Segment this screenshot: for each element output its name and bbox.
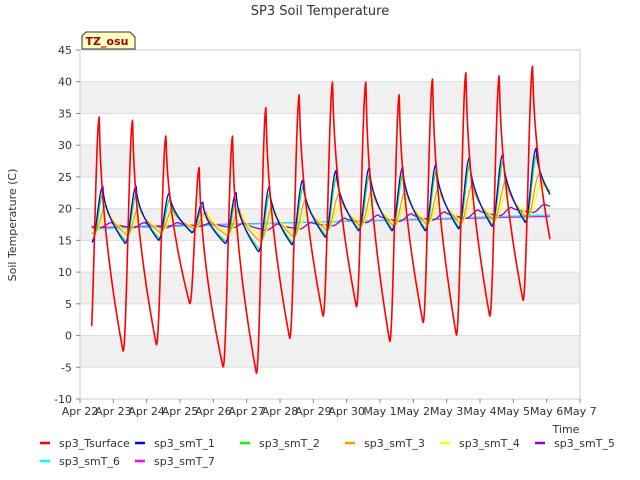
x-tick-label: May 1 [363, 405, 396, 418]
x-tick-label: Apr 25 [162, 405, 199, 418]
x-tick-label: May 4 [463, 405, 496, 418]
y-tick-label: 10 [58, 266, 72, 279]
annotation-box-shape [81, 31, 136, 50]
legend-label: sp3_Tsurface [59, 437, 130, 450]
y-tick-label: -5 [61, 361, 72, 374]
y-tick-label: 25 [58, 171, 72, 184]
legend-item-sp3_smT_2: sp3_smT_2 [240, 437, 320, 450]
legend-item-sp3_smT_6: sp3_smT_6 [40, 455, 120, 468]
annotation-text: TZ_osu [86, 35, 129, 48]
x-tick-label: Apr 24 [128, 405, 165, 418]
series-line-sp3_Tsurface [90, 65, 551, 374]
chart-title: SP3 Soil Temperature [251, 4, 389, 19]
series-line-sp3_smT_3 [91, 173, 551, 243]
y-tick-label: 5 [65, 298, 72, 311]
legend-label: sp3_smT_7 [154, 455, 215, 468]
x-tick-label: Apr 22 [62, 405, 99, 418]
band [80, 335, 580, 368]
legend-label: sp3_smT_6 [59, 455, 120, 468]
series-line-sp3_smT_4 [91, 182, 551, 238]
x-tick-label: May 5 [497, 405, 530, 418]
band [80, 272, 580, 304]
y-tick-label: 45 [58, 44, 72, 57]
legend-label: sp3_smT_3 [364, 437, 425, 450]
x-tick-label: Apr 30 [328, 405, 365, 418]
x-tick-label: Apr 23 [95, 405, 132, 418]
x-tick-label: May 2 [397, 405, 430, 418]
y-tick-label: -10 [54, 393, 72, 406]
y-tick-label: 40 [58, 76, 72, 89]
x-tick-label: May 6 [530, 405, 563, 418]
legend-item-sp3_smT_7: sp3_smT_7 [135, 455, 215, 468]
y-tick-label: 15 [58, 234, 72, 247]
legend-label: sp3_smT_2 [259, 437, 320, 450]
x-tick-label: Apr 29 [295, 405, 332, 418]
series-lines [90, 65, 551, 374]
legend-item-sp3_Tsurface: sp3_Tsurface [40, 437, 130, 450]
series-line-sp3_smT_1 [91, 147, 551, 253]
legend-label: sp3_smT_1 [154, 437, 215, 450]
x-axis-label: Time [552, 423, 580, 436]
y-axis-ticks: -10 -5 0 5 10 15 20 25 30 35 40 45 [54, 44, 80, 406]
legend-item-sp3_smT_3: sp3_smT_3 [345, 437, 425, 450]
y-axis-label: Soil Temperature (C) [6, 169, 19, 282]
legend-item-sp3_smT_4: sp3_smT_4 [440, 437, 520, 450]
x-tick-label: May 3 [430, 405, 463, 418]
legend-label: sp3_smT_4 [459, 437, 520, 450]
y-tick-label: 35 [58, 107, 72, 120]
annotation-box: TZ_osu [81, 31, 136, 50]
legend-item-sp3_smT_5: sp3_smT_5 [535, 437, 615, 450]
legend-item-sp3_smT_1: sp3_smT_1 [135, 437, 215, 450]
plot-frame [79, 49, 581, 400]
legend: sp3_Tsurface sp3_smT_1 sp3_smT_2 sp3_smT_3 s… [40, 437, 615, 468]
y-tick-label: 30 [58, 139, 72, 152]
x-tick-label: Apr 28 [262, 405, 299, 418]
x-tick-label: Apr 27 [228, 405, 265, 418]
legend-label: sp3_smT_5 [554, 437, 615, 450]
y-tick-label: 0 [65, 330, 72, 343]
y-tick-label: 20 [58, 203, 72, 216]
x-tick-label: Apr 26 [195, 405, 232, 418]
x-tick-label: May 7 [563, 405, 596, 418]
